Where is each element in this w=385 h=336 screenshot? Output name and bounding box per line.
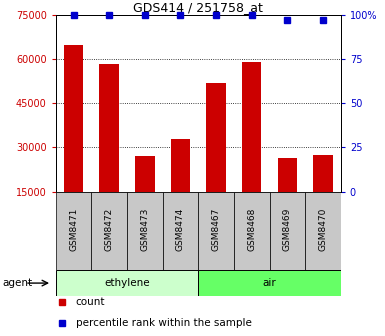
Text: GSM8472: GSM8472 (105, 208, 114, 251)
Title: GDS414 / 251758_at: GDS414 / 251758_at (133, 1, 263, 14)
Bar (206, 83, 226, 192)
Bar (163, 192, 198, 270)
Bar (305, 192, 341, 270)
Bar (242, 62, 261, 192)
Text: GSM8474: GSM8474 (176, 208, 185, 251)
Bar (198, 270, 341, 296)
Bar (278, 158, 297, 192)
Text: GSM8470: GSM8470 (318, 208, 327, 251)
Bar (99, 64, 119, 192)
Bar (171, 138, 190, 192)
Text: GSM8471: GSM8471 (69, 208, 78, 251)
Text: air: air (263, 278, 276, 288)
Text: ethylene: ethylene (104, 278, 150, 288)
Text: GSM8473: GSM8473 (141, 208, 149, 251)
Text: agent: agent (2, 278, 32, 288)
Bar (234, 192, 270, 270)
Text: GSM8467: GSM8467 (212, 208, 221, 251)
Bar (270, 192, 305, 270)
Text: GSM8469: GSM8469 (283, 208, 292, 251)
Text: percentile rank within the sample: percentile rank within the sample (76, 319, 252, 328)
Text: GSM8468: GSM8468 (247, 208, 256, 251)
Bar (198, 192, 234, 270)
Bar (64, 44, 84, 192)
Bar (127, 192, 162, 270)
Bar (92, 192, 127, 270)
Bar (56, 270, 198, 296)
Bar (56, 192, 92, 270)
Text: count: count (76, 297, 105, 306)
Bar (135, 156, 155, 192)
Bar (313, 155, 333, 192)
